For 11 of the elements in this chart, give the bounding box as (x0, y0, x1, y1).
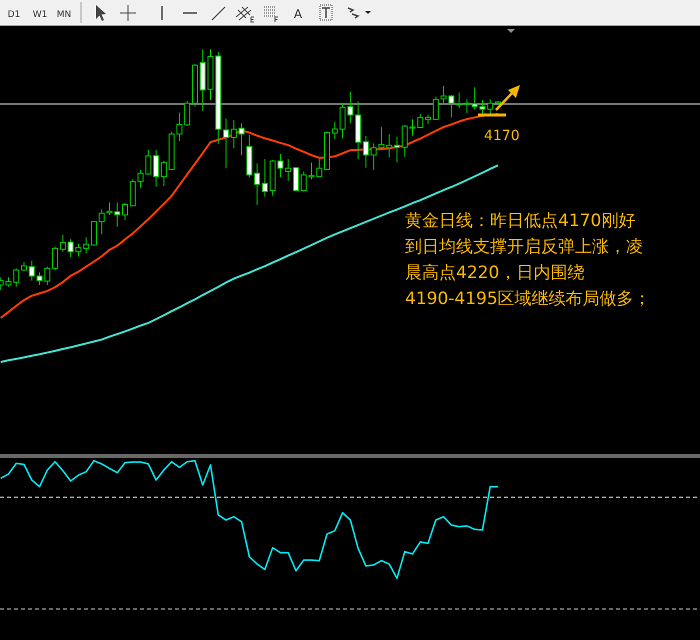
text: MN (56, 10, 72, 20)
candlestick (223, 118, 230, 169)
candlestick (410, 118, 416, 136)
text: A (294, 7, 303, 21)
candlestick (308, 162, 314, 180)
text: D1 (8, 10, 20, 20)
candlestick (456, 92, 462, 109)
text: W1 (32, 10, 48, 20)
candlestick (448, 94, 454, 118)
annotation: 黄金日线：昨日低点4170刚好到日均线支撑开启反弹上涨，凌晨高点4220，日内围绕4190-4195区域继续布局做多； (405, 211, 651, 309)
annotation: 4170 (484, 128, 520, 144)
